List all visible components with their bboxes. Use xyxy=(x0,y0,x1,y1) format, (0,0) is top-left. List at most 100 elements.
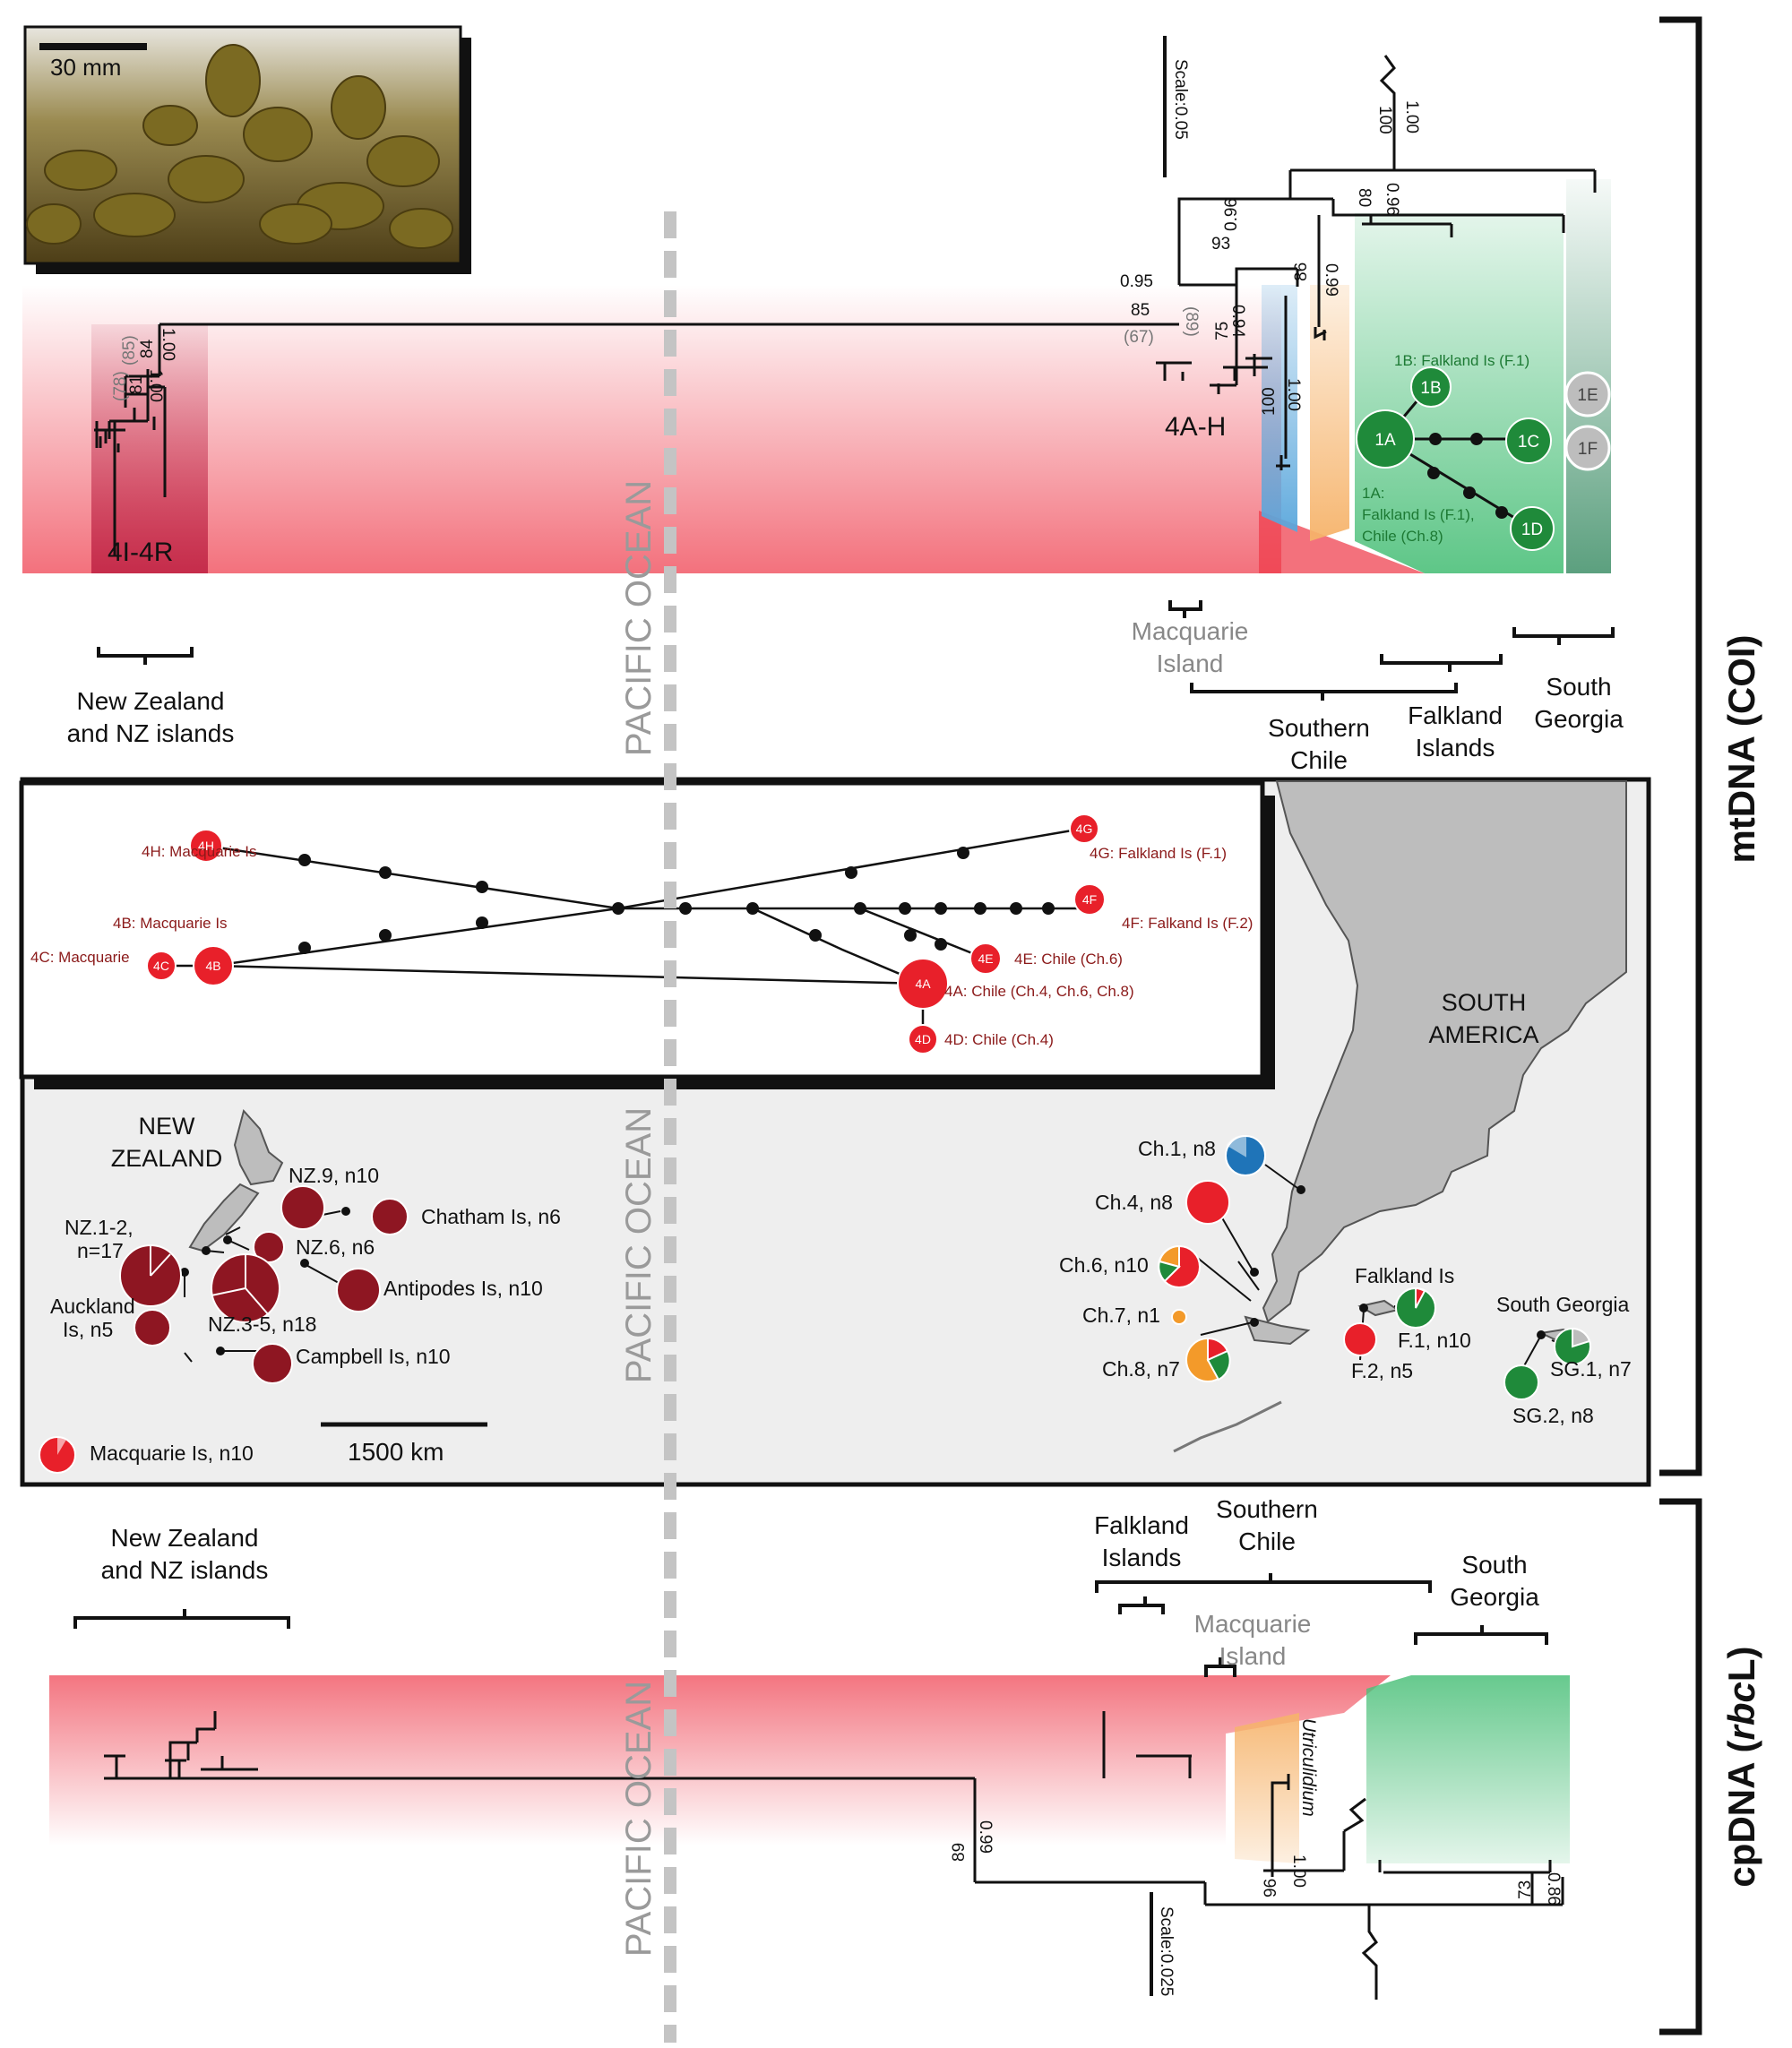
photo-scale-label: 30 mm xyxy=(50,54,121,81)
hap-label: 4E xyxy=(978,951,993,966)
south-america-landmass xyxy=(1262,780,1627,1323)
node-label: 0.99 xyxy=(976,1820,995,1854)
map-scale-label: 1500 km xyxy=(348,1438,444,1466)
haplotype-1E xyxy=(1564,371,1611,417)
cp-scale-label: Scale:0.025 xyxy=(1157,1906,1176,1996)
mac-clade-label: 4A-H xyxy=(1165,412,1226,442)
haplotype-4B xyxy=(193,945,234,986)
map-label: Campbell Is, n10 xyxy=(296,1345,451,1368)
region-label: Southern xyxy=(1216,1495,1318,1523)
pie-f2 xyxy=(1343,1322,1377,1356)
hap-label: 4C xyxy=(153,959,169,973)
ocean-label: PACIFIC OCEAN xyxy=(619,480,659,756)
cp-tree xyxy=(104,1711,1564,2000)
cp-node-labels: 89 0.99 96 1.00 73 0.86 xyxy=(950,1820,1563,1906)
node-label: 73 xyxy=(1516,1880,1535,1899)
node-label: 0.94 xyxy=(1228,305,1247,338)
mt-haplotype-network-1: 1A 1B 1C 1D 1E 1F 1B: Falkland Is (F.1) … xyxy=(1356,352,1611,551)
region-label: Macquarie xyxy=(1194,1610,1312,1638)
map-label: Ch.7, n1 xyxy=(1082,1304,1160,1327)
pie-chatham xyxy=(371,1198,409,1235)
node-label: 89 xyxy=(950,1843,969,1862)
node-label: 96 xyxy=(1262,1879,1280,1897)
haplotype-1B xyxy=(1410,366,1452,408)
mt-node-labels: 100 1.00 80 0.96 93 0.96 86 0.99 0.95 85… xyxy=(111,100,1421,416)
region-label: Macquarie xyxy=(1132,617,1249,645)
pie-nz9 xyxy=(280,1185,325,1230)
haplotype-4G xyxy=(1069,813,1099,844)
cp-red-band xyxy=(49,1675,1391,1846)
net-label: 4B: Macquarie Is xyxy=(113,915,228,932)
map-label: n=17 xyxy=(77,1239,124,1262)
node-label: 93 xyxy=(1211,235,1230,254)
haplotype-4H xyxy=(189,829,223,863)
region-label: Georgia xyxy=(1450,1583,1539,1611)
cp-region-brackets xyxy=(73,1573,1548,1677)
cp-green-band xyxy=(1366,1675,1570,1863)
map-label: Antipodes Is, n10 xyxy=(383,1277,543,1300)
region-label: Georgia xyxy=(1534,705,1624,733)
hap-label: 4H xyxy=(198,839,214,853)
node-label: 100 xyxy=(1260,387,1279,416)
map-title: NEW xyxy=(139,1113,196,1140)
kelp-photo-inset: 30 mm xyxy=(23,25,471,274)
hap-label: 1A xyxy=(1374,431,1396,450)
haplotype-4F xyxy=(1073,883,1106,916)
region-label: Chile xyxy=(1238,1527,1296,1555)
hap-label: 1E xyxy=(1577,386,1598,405)
haplotype-1C xyxy=(1505,417,1552,464)
node-label: 85 xyxy=(1131,301,1150,320)
mt-region-brackets xyxy=(97,600,1615,701)
net-label: 4E: Chile (Ch.6) xyxy=(1014,951,1123,968)
hap-desc: Chile (Ch.8) xyxy=(1362,528,1443,545)
region-label: Falkland xyxy=(1094,1511,1189,1539)
map-label: SG.2, n8 xyxy=(1512,1404,1594,1427)
net-label: 4H: Macquarie Is xyxy=(142,843,257,860)
net-label: 4C: Macquarie xyxy=(30,949,130,966)
map-label: Chatham Is, n6 xyxy=(421,1205,561,1228)
region-label: and NZ islands xyxy=(101,1556,269,1584)
map-label: NZ.1-2, xyxy=(65,1216,134,1239)
hap-label: 1F xyxy=(1578,440,1598,459)
hap-desc: 1A: xyxy=(1362,485,1385,502)
mt-region-labels: New Zealand and NZ islands Macquarie Isl… xyxy=(67,617,1624,774)
map-label: Ch.1, n8 xyxy=(1138,1137,1216,1160)
haplotype-1F xyxy=(1564,425,1611,471)
hap-label: 1C xyxy=(1518,433,1539,452)
haplotype-4A xyxy=(897,958,949,1010)
region-label: Chile xyxy=(1290,746,1348,774)
haplotype-4E xyxy=(969,942,1002,975)
node-label: 84 xyxy=(138,339,157,358)
cpdna-side-part: L) xyxy=(1720,1646,1762,1682)
node-label: 0.95 xyxy=(1120,272,1153,291)
cpdna-side-part: rbc xyxy=(1720,1682,1762,1740)
cpdna-side-label: cpDNA (rbcL) xyxy=(1720,1646,1762,1887)
cp-orange-band xyxy=(1235,1713,1299,1863)
haplotype-4D xyxy=(908,1024,938,1054)
node-label: 1.00 xyxy=(146,369,165,402)
haplotype-network-4: 4H 4B 4C 4A 4D 4E 4F 4G 4H: Macquarie Is… xyxy=(19,780,1275,1089)
hap-desc: Falkland Is (F.1), xyxy=(1362,506,1475,523)
pie-campbell xyxy=(252,1343,293,1384)
antarctic-peninsula xyxy=(1173,1400,1282,1453)
mtdna-side-label: mtDNA (COI) xyxy=(1720,634,1762,863)
haplotype-4C xyxy=(146,951,177,981)
node-label: 86 xyxy=(1292,262,1311,281)
map-label: Falkland Is xyxy=(1355,1264,1454,1287)
region-label: Islands xyxy=(1416,734,1495,762)
map-title: ZEALAND xyxy=(111,1145,223,1172)
hap-label: 4B xyxy=(205,959,220,973)
nz-clade-label: 4I-4R xyxy=(108,538,173,567)
cpdna-side-part: cpDNA ( xyxy=(1720,1740,1762,1887)
node-label: 1.00 xyxy=(159,328,177,361)
ocean-label: PACIFIC OCEAN xyxy=(619,1681,659,1957)
map-label: F.2, n5 xyxy=(1351,1359,1413,1382)
region-label: Falkland xyxy=(1408,701,1503,729)
net-label: 4F: Falkand Is (F.2) xyxy=(1122,915,1253,932)
map-title: SOUTH xyxy=(1442,989,1527,1016)
tierra-del-fuego xyxy=(1244,1315,1311,1346)
node-label: (78) xyxy=(111,371,130,401)
region-label: Southern xyxy=(1268,714,1370,742)
pie-ch4 xyxy=(1185,1180,1230,1225)
map-label: Ch.6, n10 xyxy=(1059,1253,1149,1277)
